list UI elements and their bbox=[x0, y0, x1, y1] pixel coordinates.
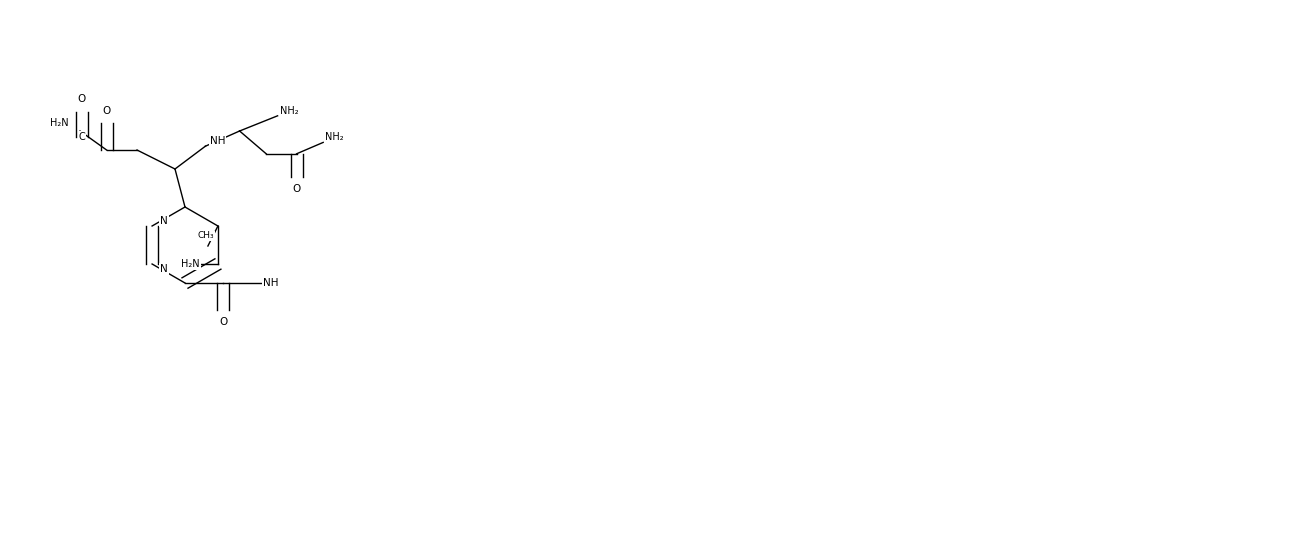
Text: NH: NH bbox=[263, 278, 278, 288]
Text: NH₂: NH₂ bbox=[280, 106, 299, 116]
Text: NH: NH bbox=[209, 136, 225, 146]
Text: O: O bbox=[293, 184, 301, 194]
Text: C: C bbox=[78, 132, 86, 141]
Text: H₂N: H₂N bbox=[49, 118, 69, 128]
Text: N: N bbox=[160, 264, 168, 274]
Text: O: O bbox=[219, 316, 228, 327]
Text: N: N bbox=[160, 216, 168, 226]
Text: NH₂: NH₂ bbox=[325, 132, 343, 143]
Text: H₂N: H₂N bbox=[181, 259, 200, 269]
Text: O: O bbox=[78, 94, 86, 104]
Text: O: O bbox=[103, 106, 111, 117]
Text: CH₃: CH₃ bbox=[198, 232, 215, 240]
